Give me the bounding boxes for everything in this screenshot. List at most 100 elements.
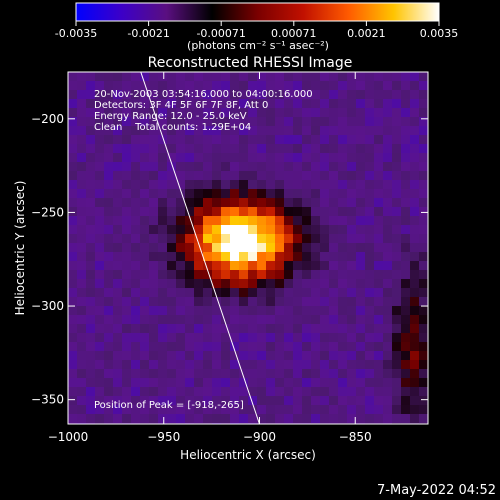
heatmap-cell xyxy=(410,180,420,190)
heatmap-cell xyxy=(257,90,267,100)
heatmap-cell xyxy=(356,351,366,361)
heatmap-cell xyxy=(113,90,123,100)
heatmap-cell xyxy=(320,279,330,289)
heatmap-cell xyxy=(176,297,186,307)
heatmap-cell xyxy=(275,414,285,424)
heatmap-cell xyxy=(329,108,339,118)
heatmap-cell xyxy=(212,171,222,181)
heatmap-cell xyxy=(176,171,186,181)
heatmap-cell xyxy=(221,324,231,334)
heatmap-cell xyxy=(401,162,411,172)
heatmap-cell xyxy=(374,126,384,136)
heatmap-cell xyxy=(320,342,330,352)
heatmap-cell xyxy=(104,378,114,388)
heatmap-cell xyxy=(176,333,186,343)
heatmap-cell xyxy=(158,171,168,181)
heatmap-cell xyxy=(266,144,276,154)
heatmap-cell xyxy=(131,252,141,262)
heatmap-cell xyxy=(230,117,240,127)
heatmap-cell xyxy=(113,171,123,181)
heatmap-cell xyxy=(419,342,428,352)
heatmap-cell xyxy=(347,234,357,244)
heatmap-cell xyxy=(311,225,321,235)
heatmap-cell xyxy=(194,369,204,379)
heatmap-cell xyxy=(167,405,177,415)
heatmap-cell xyxy=(185,378,195,388)
heatmap-cell xyxy=(302,342,312,352)
heatmap-cell xyxy=(293,234,303,244)
heatmap-cell xyxy=(266,333,276,343)
heatmap-cell xyxy=(311,162,321,172)
heatmap-cell xyxy=(248,324,258,334)
heatmap-cell xyxy=(401,99,411,109)
heatmap-cell xyxy=(176,387,186,397)
heatmap-cell xyxy=(149,297,159,307)
heatmap-cell xyxy=(320,297,330,307)
heatmap-cell xyxy=(383,81,393,91)
heatmap-cell xyxy=(374,414,384,424)
heatmap-cell xyxy=(257,288,267,298)
heatmap-cell xyxy=(266,225,276,235)
heatmap-cell xyxy=(212,90,222,100)
heatmap-cell xyxy=(230,351,240,361)
heatmap-cell xyxy=(95,198,105,208)
heatmap-cell xyxy=(167,135,177,145)
heatmap-cell xyxy=(185,324,195,334)
heatmap-cell xyxy=(185,135,195,145)
heatmap-cell xyxy=(221,108,231,118)
heatmap-cell xyxy=(365,252,375,262)
heatmap-cell xyxy=(221,306,231,316)
heatmap-cell xyxy=(329,189,339,199)
heatmap-cell xyxy=(239,306,249,316)
heatmap-cell xyxy=(86,396,96,406)
heatmap-cell xyxy=(374,90,384,100)
heatmap-cell xyxy=(167,243,177,253)
heatmap-cell xyxy=(185,414,195,424)
heatmap-cell xyxy=(410,90,420,100)
heatmap-cell xyxy=(77,333,87,343)
heatmap-cell xyxy=(365,279,375,289)
heatmap-cell xyxy=(149,405,159,415)
heatmap-cell xyxy=(131,342,141,352)
heatmap-cell xyxy=(221,252,231,262)
heatmap-cell xyxy=(185,90,195,100)
heatmap-cell xyxy=(149,306,159,316)
heatmap-cell xyxy=(257,270,267,280)
y-tick-label: −200 xyxy=(31,112,64,126)
heatmap-cell xyxy=(95,324,105,334)
heatmap-cell xyxy=(401,261,411,271)
heatmap-cell xyxy=(194,126,204,136)
heatmap-cell xyxy=(239,108,249,118)
heatmap-cell xyxy=(176,153,186,163)
heatmap-cell xyxy=(275,135,285,145)
heatmap-cell xyxy=(248,153,258,163)
heatmap-cell xyxy=(302,225,312,235)
heatmap-cell xyxy=(419,405,428,415)
heatmap-cell xyxy=(347,90,357,100)
heatmap-cell xyxy=(86,324,96,334)
heatmap-cell xyxy=(401,414,411,424)
heatmap-cell xyxy=(221,135,231,145)
heatmap-cell xyxy=(86,162,96,172)
heatmap-cell xyxy=(95,306,105,316)
heatmap-cell xyxy=(275,351,285,361)
heatmap-cell xyxy=(212,360,222,370)
heatmap-cell xyxy=(266,234,276,244)
heatmap-cell xyxy=(113,198,123,208)
heatmap-cell xyxy=(68,279,78,289)
heatmap-cell xyxy=(122,396,132,406)
heatmap-cell xyxy=(149,144,159,154)
heatmap-cell xyxy=(365,288,375,298)
heatmap-cell xyxy=(68,243,78,253)
heatmap-cell xyxy=(122,135,132,145)
heatmap-cell xyxy=(176,144,186,154)
heatmap-cell xyxy=(95,288,105,298)
heatmap-cell xyxy=(131,144,141,154)
heatmap-cell xyxy=(248,306,258,316)
heatmap-cell xyxy=(239,216,249,226)
heatmap-cell xyxy=(230,270,240,280)
heatmap-cell xyxy=(347,207,357,217)
heatmap-cell xyxy=(302,351,312,361)
heatmap-cell xyxy=(410,135,420,145)
heatmap-cell xyxy=(293,207,303,217)
